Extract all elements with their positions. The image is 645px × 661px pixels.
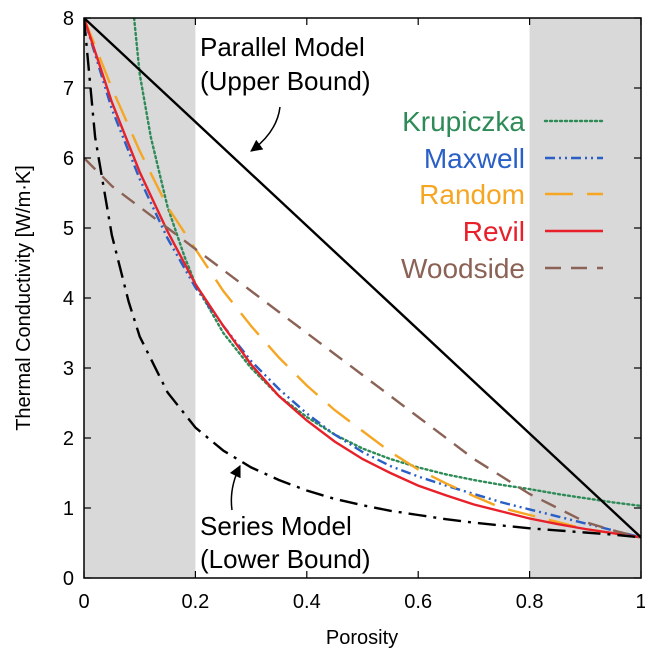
y-tick-label: 2 [63,428,74,450]
annotation-parallel-line-0: Parallel Model [200,32,365,62]
x-tick-label: 1 [635,591,645,613]
x-axis-label: Porosity [326,627,398,649]
annotation-series-line-1: (Lower Bound) [200,544,371,574]
series-line-series-model [84,18,641,539]
y-tick-label: 0 [63,568,74,590]
legend-label-woodside: Woodside [401,253,525,284]
y-tick-label: 1 [63,498,74,520]
series-line-maxwell [84,18,641,539]
y-tick-label: 8 [63,8,74,30]
series-line-krupiczka [132,18,641,508]
series-line-woodside [84,157,641,539]
annotation-series-arrow [229,464,241,511]
annotation-series-line-0: Series Model [200,511,352,541]
x-tick-label: 0.2 [181,591,209,613]
legend: Krupiczka Maxwell Random Revil Woodside [401,106,605,284]
legend-label-krupiczka: Krupiczka [402,106,525,137]
series-line-parallel-model [84,18,641,539]
y-tick-label: 3 [63,358,74,380]
shaded-regions [84,18,641,578]
shaded-region-0 [84,18,196,578]
axis-ticks: 0 0.2 0.4 0.6 0.8 1 0 1 2 3 4 5 6 7 8 [63,8,645,613]
legend-label-random: Random [419,179,525,210]
x-tick-label: 0 [78,591,89,613]
y-tick-label: 4 [63,288,74,310]
legend-label-revil: Revil [463,216,525,247]
series-lines [84,18,641,539]
shaded-region-1 [529,18,641,578]
annotation-parallel-arrow [250,106,281,152]
y-tick-label: 7 [63,78,74,100]
series-line-revil [84,18,641,539]
annotation-parallel-line-1: (Upper Bound) [200,66,371,96]
y-axis-label: Thermal Conductivity [W/m·K] [13,165,35,431]
legend-label-maxwell: Maxwell [424,143,525,174]
y-tick-label: 5 [63,218,74,240]
series-line-random [84,18,641,539]
y-tick-label: 6 [63,148,74,170]
x-tick-label: 0.8 [516,591,544,613]
x-tick-label: 0.4 [293,591,321,613]
x-tick-label: 0.6 [404,591,432,613]
annotations: Parallel Model (Upper Bound) Series Model(… [200,32,371,574]
